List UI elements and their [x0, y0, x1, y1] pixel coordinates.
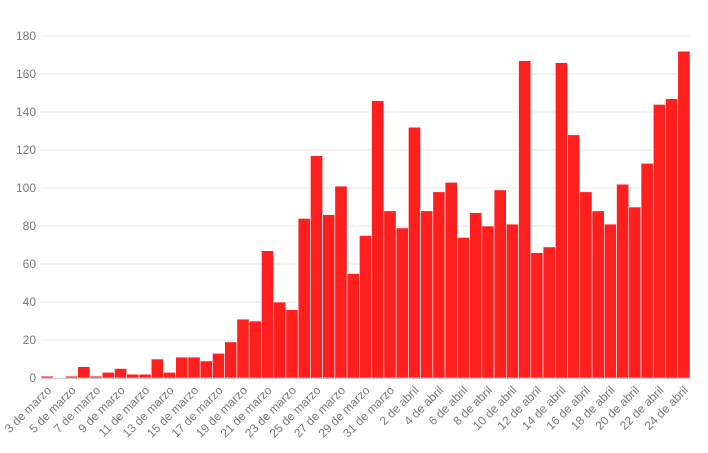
- bar: [297, 218, 311, 379]
- bar: [199, 360, 213, 379]
- bar: [89, 375, 103, 379]
- bar: [273, 301, 287, 379]
- bar: [371, 100, 385, 379]
- bar: [346, 273, 360, 379]
- gridlines: [41, 35, 690, 341]
- bar: [530, 252, 544, 379]
- bar: [126, 373, 140, 379]
- bar: [310, 155, 323, 379]
- bars: [40, 50, 691, 379]
- bar: [616, 183, 630, 379]
- bar: [555, 62, 568, 379]
- bar: [359, 235, 372, 379]
- bar: [212, 352, 225, 379]
- bar: [150, 358, 164, 379]
- bar: [114, 368, 128, 379]
- bar: [224, 341, 238, 379]
- y-tick-label: 60: [23, 257, 37, 271]
- bar: [506, 223, 519, 379]
- bar: [640, 163, 654, 379]
- bar: [652, 104, 666, 379]
- bar: [248, 320, 262, 379]
- bar: [383, 210, 397, 379]
- bar: [408, 126, 421, 379]
- y-tick-label: 140: [16, 105, 36, 119]
- bar: [395, 227, 409, 379]
- bar: [236, 318, 250, 379]
- bar: [628, 206, 642, 379]
- bar: [493, 189, 507, 379]
- bar: [322, 214, 336, 379]
- bar: [334, 185, 348, 379]
- bar: [77, 366, 91, 379]
- y-tick-label: 100: [16, 181, 36, 195]
- y-tick-label: 0: [29, 371, 36, 385]
- bar: [40, 375, 54, 379]
- bar: [481, 225, 495, 379]
- bar: [542, 246, 556, 379]
- y-tick-label: 120: [16, 143, 36, 157]
- bar: [567, 134, 581, 379]
- bar: [518, 60, 532, 379]
- y-tick-label: 80: [23, 219, 37, 233]
- bar: [261, 250, 274, 379]
- bar: [591, 210, 605, 379]
- y-tick-label: 160: [16, 67, 36, 81]
- bar: [163, 371, 176, 379]
- bar: [138, 373, 152, 379]
- bar: [457, 237, 470, 379]
- bar: [444, 182, 458, 379]
- y-axis-ticks: 0 20 40 60 80 100 120 140 160 180: [16, 29, 36, 385]
- bar: [469, 212, 483, 379]
- bar: [285, 309, 299, 379]
- bar: [420, 210, 434, 379]
- bar: [65, 375, 79, 379]
- y-tick-label: 180: [16, 29, 36, 43]
- bar: [579, 191, 593, 379]
- bar: [665, 98, 679, 379]
- y-tick-label: 40: [23, 295, 37, 309]
- bar: [432, 191, 446, 379]
- bar: [677, 50, 691, 379]
- y-tick-label: 20: [23, 333, 37, 347]
- bar: [603, 223, 617, 379]
- bar: [101, 371, 115, 379]
- bar: [187, 356, 201, 379]
- bar: [175, 356, 189, 379]
